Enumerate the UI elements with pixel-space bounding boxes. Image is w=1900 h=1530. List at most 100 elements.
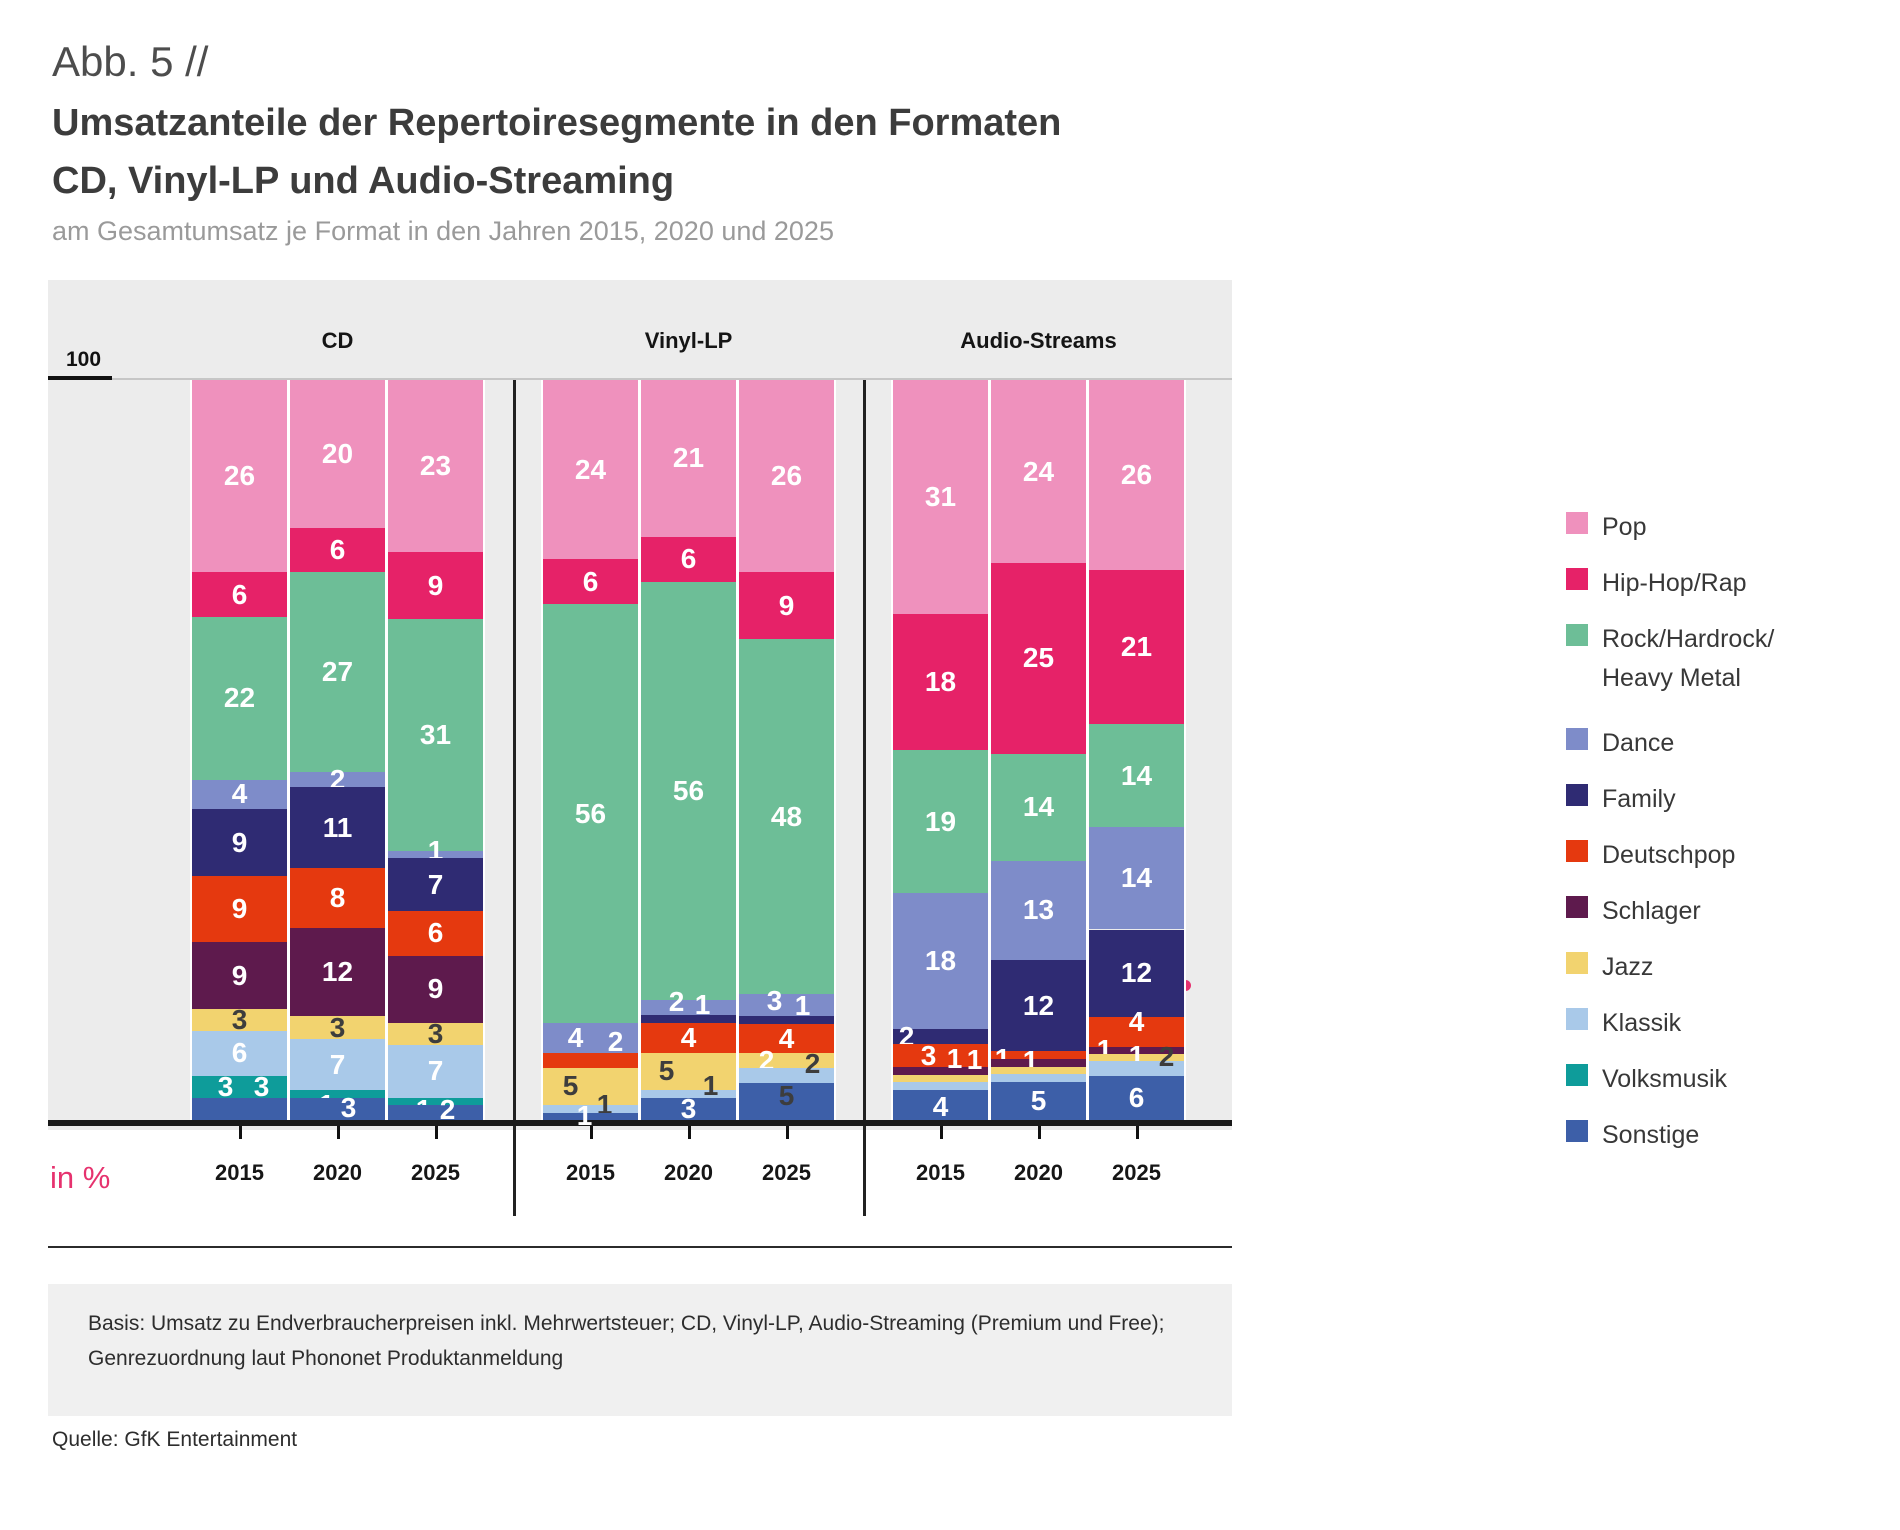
segment-rock: [739, 639, 834, 995]
segment-pop: [641, 380, 736, 537]
segment-dance: [991, 860, 1086, 960]
legend-swatch-rock-icon: [1566, 624, 1588, 646]
legend-label: Rock/Hardrock/ Heavy Metal: [1602, 625, 1775, 692]
segment-value-label: 26: [223, 460, 256, 492]
segment-value-label: 4: [1128, 1006, 1145, 1038]
segment-rock: [290, 572, 385, 773]
segment-value-label: 1: [576, 1100, 593, 1132]
axis-tick: [434, 1126, 438, 1139]
segment-jazz: [991, 1066, 1086, 1075]
segment-value-label: 5: [1030, 1084, 1047, 1116]
legend-item-family: Family: [1566, 780, 1866, 836]
segment-schlager: [893, 1067, 988, 1075]
segment-jazz: [1089, 1054, 1184, 1062]
segment-hiphop: [641, 536, 736, 582]
legend-item-klassik: Klassik: [1566, 1004, 1866, 1060]
segment-value-label: 12: [1022, 989, 1055, 1021]
segment-rock: [388, 619, 483, 851]
segment-value-label: 48: [770, 800, 803, 832]
segment-rock: [991, 753, 1086, 861]
legend-swatch-volksmusik-icon: [1566, 1064, 1588, 1086]
segment-jazz: [388, 1022, 483, 1046]
basis-note-line1: Basis: Umsatz zu Endverbraucherpreisen i…: [88, 1312, 1165, 1335]
axis-year-label: 2025: [411, 1160, 460, 1185]
segment-jazz: [192, 1009, 287, 1032]
segment-value-label: 18: [924, 945, 957, 977]
x-axis-line: [48, 1120, 1232, 1126]
segment-value-label: 24: [574, 453, 607, 485]
segment-pop: [192, 380, 287, 573]
segment-value-label: 12: [1120, 957, 1153, 989]
segment-value-label: 1: [966, 1044, 983, 1076]
segment-value-label: 9: [231, 959, 248, 991]
segment-pop: [388, 380, 483, 552]
segment-value-label: 1: [694, 989, 711, 1021]
page-subtitle: am Gesamtumsatz je Format in den Jahren …: [52, 216, 834, 246]
segment-sonstige: [543, 1112, 638, 1120]
segment-value-label: 1: [946, 1042, 963, 1074]
segment-value-label: 2: [607, 1026, 624, 1058]
segment-klassik: [739, 1068, 834, 1083]
segment-value-label: 7: [427, 868, 444, 900]
segment-pop: [543, 380, 638, 560]
segment-value-label: 26: [1120, 459, 1153, 491]
axis-tick: [1037, 1126, 1041, 1139]
legend-item-pop: Pop: [1566, 508, 1866, 564]
segment-pop: [1089, 380, 1184, 571]
segment-sonstige: [290, 1097, 385, 1120]
segment-value-label: 2: [1158, 1040, 1175, 1072]
segment-value-label: 31: [419, 719, 452, 751]
axis-tick: [687, 1126, 691, 1139]
segment-value-label: 56: [574, 797, 607, 829]
segment-dance: [388, 850, 483, 859]
segment-value-label: 4: [231, 778, 248, 810]
segment-sonstige: [388, 1105, 483, 1120]
segment-klassik: [192, 1031, 287, 1076]
segment-value-label: 7: [427, 1055, 444, 1087]
page-title-line1: Umsatzanteile der Repertoiresegmente in …: [52, 102, 1062, 144]
segment-deutschpop: [192, 875, 287, 943]
segment-value-label: 9: [427, 973, 444, 1005]
segment-volksmusik: [192, 1075, 287, 1098]
segment-value-label: 9: [231, 826, 248, 858]
legend-swatch-deutschpop-icon: [1566, 840, 1588, 862]
segment-klassik: [641, 1090, 736, 1098]
axis-year-label: 2015: [566, 1160, 615, 1185]
basis-note-box: [48, 1284, 1232, 1416]
segment-value-label: 27: [321, 656, 354, 688]
segment-value-label: 25: [1022, 642, 1055, 674]
legend-label: Jazz: [1602, 953, 1654, 981]
segment-pop: [991, 380, 1086, 564]
segment-value-label: 18: [924, 666, 957, 698]
segment-value-label: 3: [253, 1070, 270, 1102]
segment-family: [1089, 929, 1184, 1018]
axis-tick: [589, 1126, 593, 1139]
legend-swatch-klassik-icon: [1566, 1008, 1588, 1030]
segment-deutschpop: [641, 1022, 736, 1053]
segment-hiphop: [290, 528, 385, 573]
legend-label: Family: [1602, 785, 1676, 813]
segment-rock: [543, 604, 638, 1023]
legend-label: Hip-Hop/Rap: [1602, 569, 1747, 597]
segment-value-label: 21: [672, 442, 705, 474]
segment-value-label: 6: [329, 534, 346, 566]
segment-deutschpop: [290, 868, 385, 928]
bar-audio-streams-2020: 2425141312115: [989, 380, 1088, 1120]
legend-item-volksmusik: Volksmusik: [1566, 1060, 1866, 1116]
segment-klassik: [388, 1045, 483, 1098]
segment-value-label: 31: [924, 481, 957, 513]
axis-bottom-rule: [48, 1246, 1232, 1248]
segment-value-label: 6: [231, 578, 248, 610]
segment-hiphop: [893, 614, 988, 750]
segment-pop: [739, 380, 834, 573]
segment-schlager: [388, 955, 483, 1023]
y-axis-100-label: 100: [66, 348, 102, 371]
segment-schlager: [1089, 1046, 1184, 1055]
segment-value-label: 6: [680, 543, 697, 575]
segment-deutschpop: [388, 910, 483, 956]
legend-item-dance: Dance: [1566, 724, 1866, 780]
bar-audio-streams-2025: 26 21 14 14 12 4 1 1 2 6: [1087, 380, 1186, 1120]
segment-dance: [1089, 826, 1184, 930]
segment-value-label: 6: [231, 1037, 248, 1069]
axis-tick: [336, 1126, 340, 1139]
